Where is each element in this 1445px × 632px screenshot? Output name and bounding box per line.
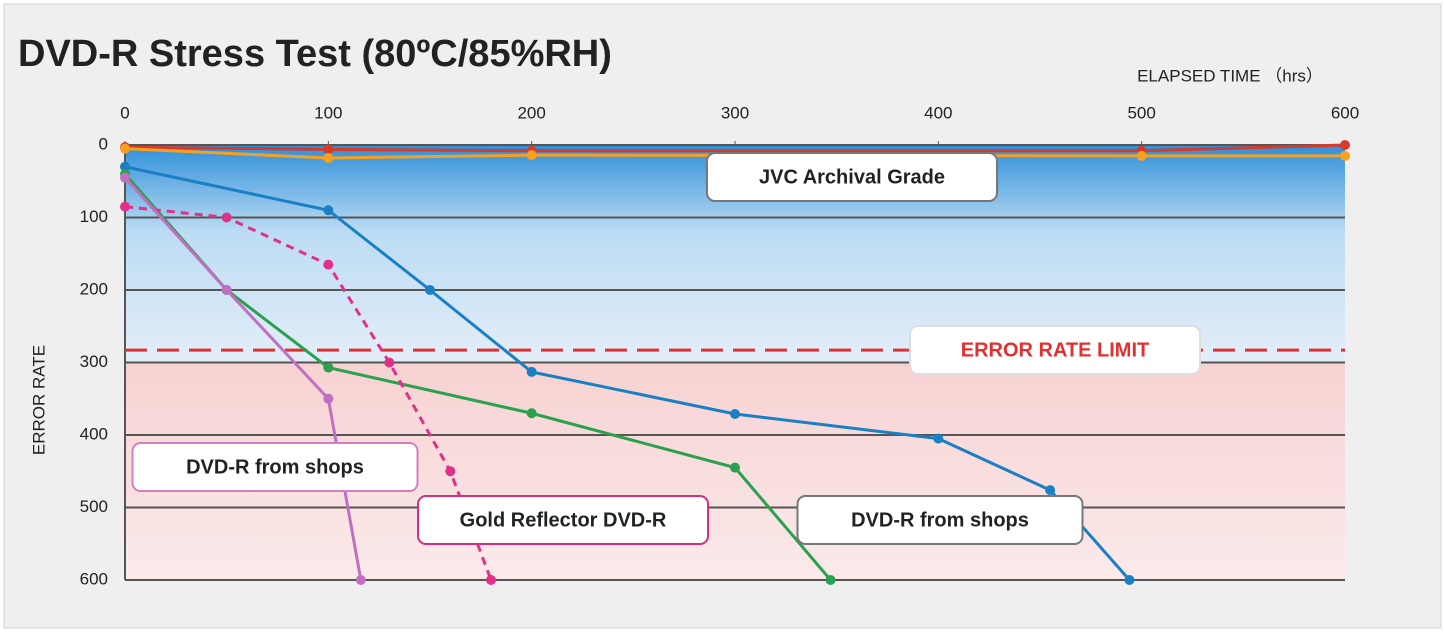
- point: [1045, 485, 1056, 496]
- callout-label: JVC Archival Grade: [759, 166, 945, 188]
- point: [323, 205, 334, 216]
- point: [1136, 150, 1147, 161]
- point: [1340, 150, 1350, 161]
- callout-box: [706, 152, 998, 202]
- series-line: [124, 205, 493, 581]
- point: [221, 285, 232, 295]
- callout-box: [796, 495, 1084, 545]
- point: [323, 259, 334, 270]
- point: [120, 172, 130, 183]
- point: [526, 408, 537, 419]
- point: [221, 212, 232, 223]
- point: [323, 153, 334, 164]
- y-tick-label: 500: [80, 497, 108, 516]
- y-tick-label: 600: [80, 569, 108, 588]
- callout-box: [417, 495, 709, 545]
- x-tick-label: 100: [314, 103, 342, 122]
- point: [526, 150, 537, 161]
- x-axis-label: ELAPSED TIME （hrs）: [1137, 66, 1323, 85]
- chart-title: DVD-R Stress Test (80ºC/85%RH): [18, 33, 612, 75]
- point: [825, 575, 836, 585]
- point: [120, 201, 130, 212]
- series-line: [124, 165, 1131, 581]
- point: [120, 161, 130, 172]
- point: [120, 143, 130, 154]
- point: [730, 462, 740, 473]
- callout-box: [909, 325, 1201, 375]
- callout-label: DVD-R from shops: [851, 509, 1029, 531]
- y-axis-label: ERROR RATE: [29, 345, 48, 455]
- point: [425, 285, 435, 295]
- callout-box: [131, 442, 419, 492]
- point: [323, 393, 334, 404]
- y-tick-label: 300: [80, 352, 108, 371]
- point: [445, 466, 456, 477]
- x-tick-label: 300: [721, 103, 749, 122]
- callout-label: Gold Reflector DVD-R: [460, 509, 667, 531]
- callout-label: ERROR RATE LIMIT: [961, 339, 1150, 361]
- point: [1340, 140, 1350, 150]
- point: [355, 575, 366, 585]
- callout-label: DVD-R from shops: [186, 456, 364, 478]
- point: [323, 144, 334, 155]
- x-tick-label: 400: [924, 103, 952, 122]
- y-tick-label: 100: [80, 207, 108, 226]
- x-tick-label: 600: [1331, 103, 1359, 122]
- point: [323, 362, 334, 373]
- x-tick-label: 500: [1127, 103, 1155, 122]
- point: [730, 408, 740, 419]
- point: [1124, 575, 1135, 585]
- x-tick-label: 0: [120, 103, 129, 122]
- x-tick-label: 200: [517, 103, 545, 122]
- point: [933, 433, 944, 444]
- y-tick-label: 0: [99, 134, 108, 153]
- y-tick-label: 400: [80, 424, 108, 443]
- point: [486, 575, 496, 585]
- point: [384, 357, 395, 368]
- point: [526, 366, 537, 377]
- y-tick-label: 200: [80, 279, 108, 298]
